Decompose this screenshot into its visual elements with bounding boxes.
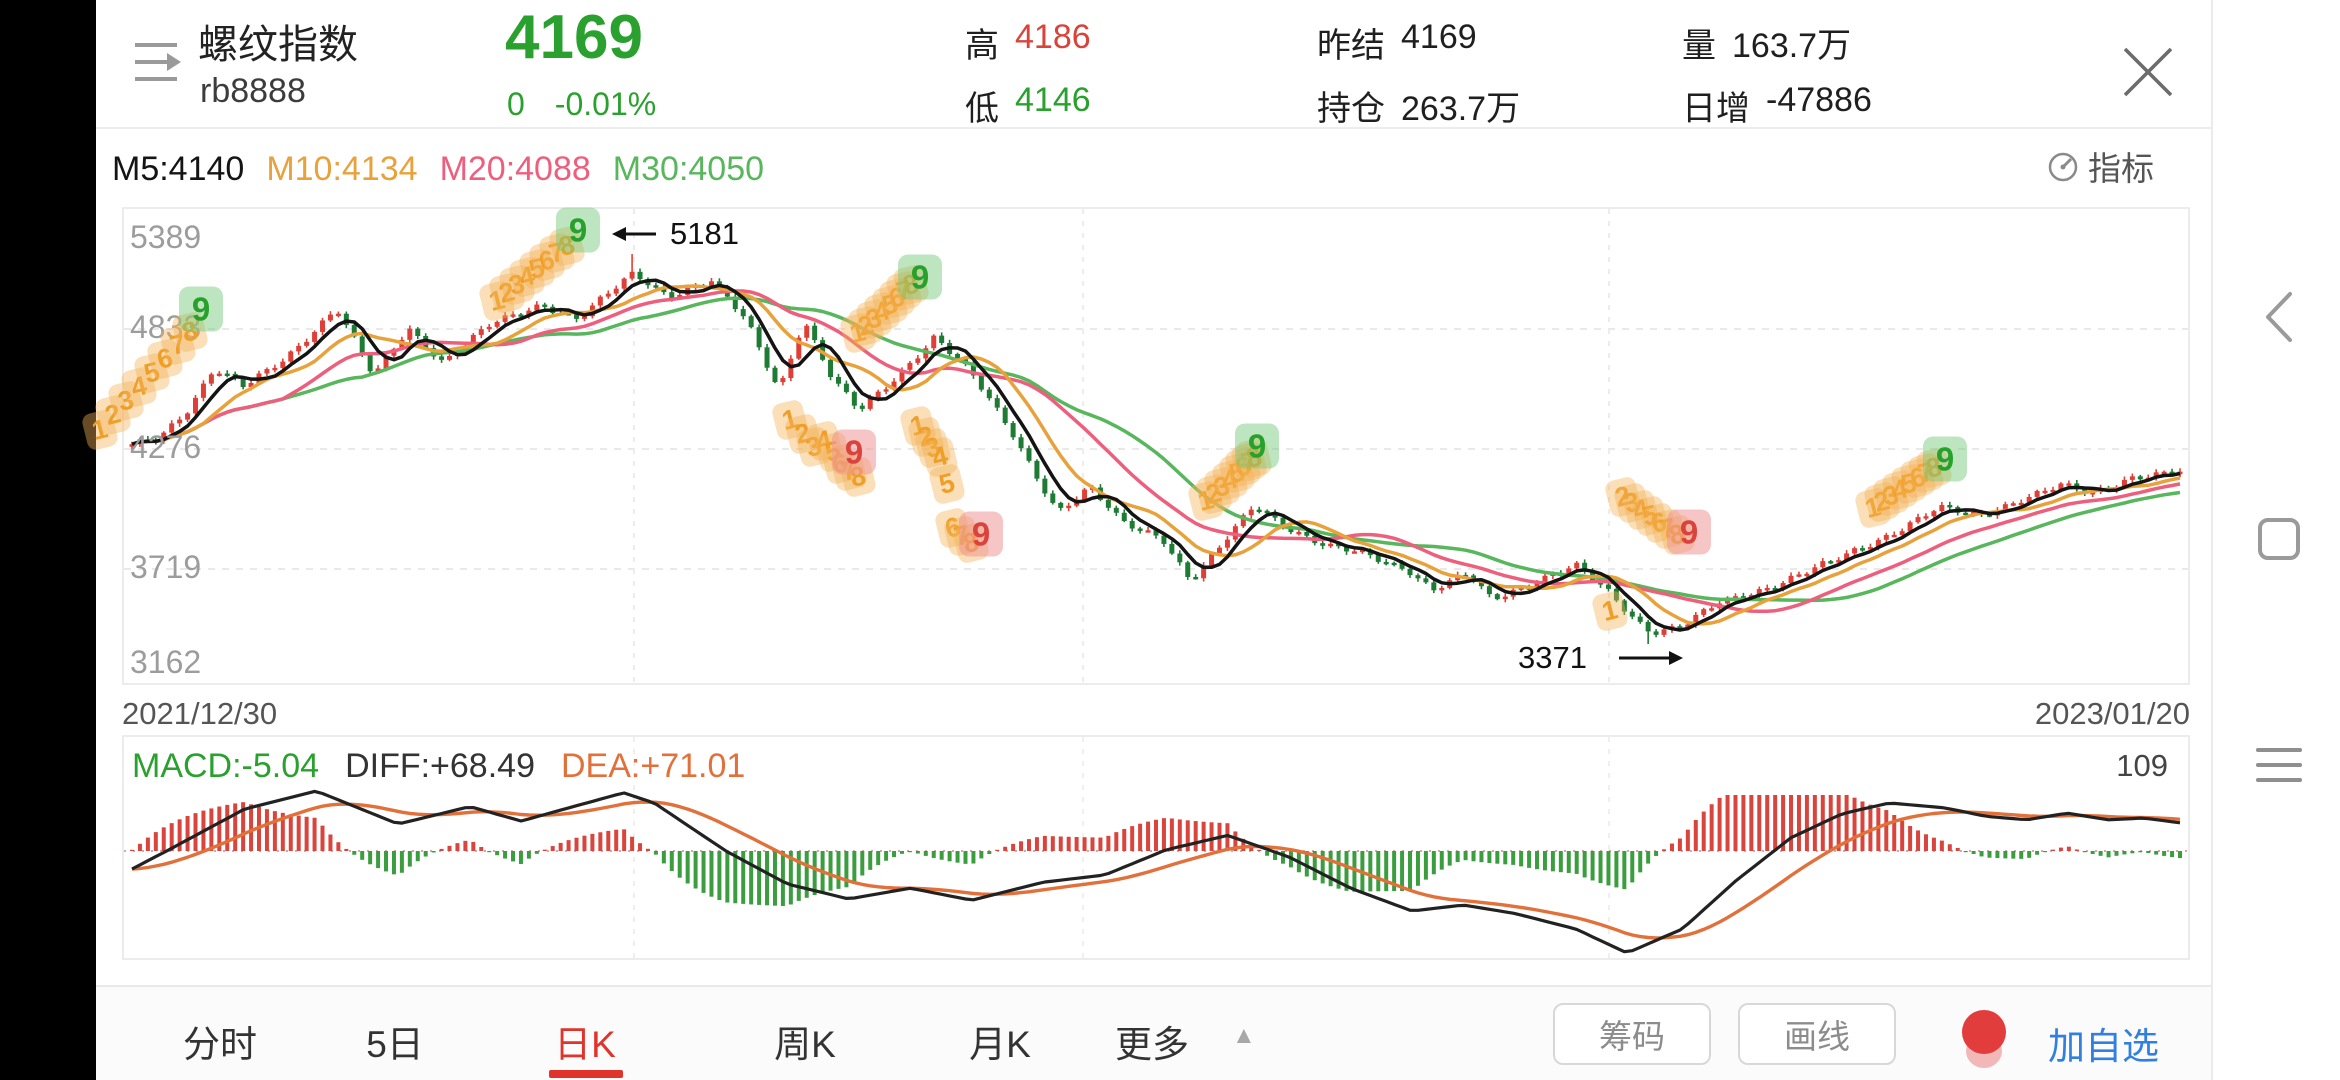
arrow-left-icon: [612, 227, 656, 241]
stat-label: 量: [1682, 27, 1716, 65]
kline-chart: [124, 209, 2188, 683]
panel-divider: [2211, 0, 2213, 1080]
low-annotation-text: 3371: [1518, 640, 1587, 675]
kline-chart-panel[interactable]: [122, 207, 2190, 685]
arrow-right-icon: [1618, 651, 1683, 665]
diff-value: DIFF:+68.49: [345, 747, 535, 785]
stat-col-high-low: 高 4186 低 4146: [965, 18, 1091, 130]
y-axis-label: 3719: [130, 549, 202, 585]
stat-value-open-interest: 263.7万: [1401, 90, 1521, 128]
active-tab-underline: [549, 1070, 623, 1078]
stat-value-prev-settle: 4169: [1401, 18, 1477, 56]
td-nine-green-badge: 9: [1235, 423, 1279, 469]
macd-panel[interactable]: [122, 735, 2190, 960]
dea-value: DEA:+71.01: [560, 747, 746, 785]
td-nine-red-badge: 9: [1667, 509, 1711, 555]
stat-label: 昨结: [1317, 27, 1385, 65]
y-axis-label: 4833: [130, 309, 202, 345]
low-annotation: 3371: [1518, 640, 1683, 676]
instrument-name: 螺纹指数: [198, 23, 358, 67]
indicator-button[interactable]: 指标: [2046, 142, 2154, 190]
change-percent: -0.01%: [554, 86, 657, 122]
td-nine-green-badge: 9: [1923, 436, 1967, 482]
ma10-value: M10:4134: [266, 150, 418, 188]
hamburger-menu-icon[interactable]: [2256, 748, 2302, 782]
stat-value-oi-change: -47886: [1766, 81, 1872, 119]
macd-chart: [124, 737, 2188, 958]
tab-monthly-k[interactable]: 月K: [969, 1024, 1031, 1065]
ma30-value: M30:4050: [612, 150, 765, 188]
ma5-value: M5:4140: [112, 150, 245, 188]
tab-more[interactable]: 更多: [1115, 1024, 1189, 1065]
live-record-dot-icon: [1962, 1010, 2006, 1068]
stat-col-volume: 量 163.7万 日增 -47886: [1682, 18, 1872, 130]
stat-label: 高: [965, 27, 999, 65]
macd-bars-count: 109: [2116, 748, 2168, 783]
macd-legend: MACD:-5.04 DIFF:+68.49 DEA:+71.01: [132, 747, 745, 786]
last-price: 4169: [505, 3, 643, 72]
indicator-button-label: 指标: [2088, 150, 2154, 187]
stat-label: 持仓: [1317, 90, 1385, 128]
switch-contract-icon[interactable]: [133, 40, 183, 86]
header-divider: [96, 127, 2211, 129]
square-window-icon[interactable]: [2258, 518, 2300, 560]
macd-value: MACD:-5.04: [132, 747, 320, 785]
td-nine-red-badge: 9: [832, 429, 876, 475]
stat-col-settle-oi: 昨结 4169 持仓 263.7万: [1317, 18, 1520, 130]
y-axis-label: 3162: [130, 644, 202, 680]
change-value: 0: [507, 86, 525, 122]
ma20-value: M20:4088: [439, 150, 591, 188]
stat-value-high: 4186: [1015, 18, 1091, 56]
tab-daily-k[interactable]: 日K: [554, 1024, 616, 1065]
screen-edge: [0, 0, 96, 1080]
chart-end-date: 2023/01/20: [2034, 696, 2190, 731]
td-nine-red-badge: 9: [959, 511, 1003, 557]
gauge-icon: [2048, 152, 2078, 182]
price-change: 0 -0.01%: [507, 86, 656, 123]
td-nine-green-badge: 9: [898, 254, 942, 300]
stat-label: 日增: [1682, 90, 1750, 128]
stat-value-low: 4146: [1015, 81, 1091, 119]
td-nine-green-badge: 9: [556, 207, 600, 253]
chevron-left-icon[interactable]: [2258, 288, 2302, 346]
tab-minute[interactable]: 分时: [183, 1024, 257, 1065]
draw-line-button[interactable]: 画线: [1738, 1003, 1896, 1065]
chips-button[interactable]: 筹码: [1553, 1003, 1711, 1065]
high-annotation: 5181: [612, 216, 739, 252]
instrument-code: rb8888: [200, 72, 306, 110]
close-icon[interactable]: [2121, 45, 2175, 99]
stat-value-volume: 163.7万: [1732, 27, 1852, 65]
add-watchlist-button[interactable]: 加自选: [2048, 1026, 2159, 1067]
y-axis-label: 4276: [130, 429, 202, 465]
high-annotation-text: 5181: [670, 216, 739, 251]
more-arrow-up-icon[interactable]: ▲: [1232, 1022, 1256, 1049]
y-axis-label: 5389: [130, 219, 202, 255]
tab-weekly-k[interactable]: 周K: [774, 1024, 836, 1065]
td-nine-green-badge: 9: [179, 286, 223, 332]
ma-legend: M5:4140 M10:4134 M20:4088 M30:4050: [112, 150, 764, 189]
tab-5day[interactable]: 5日: [366, 1024, 424, 1065]
stat-label: 低: [965, 90, 999, 128]
chart-start-date: 2021/12/30: [122, 696, 278, 731]
